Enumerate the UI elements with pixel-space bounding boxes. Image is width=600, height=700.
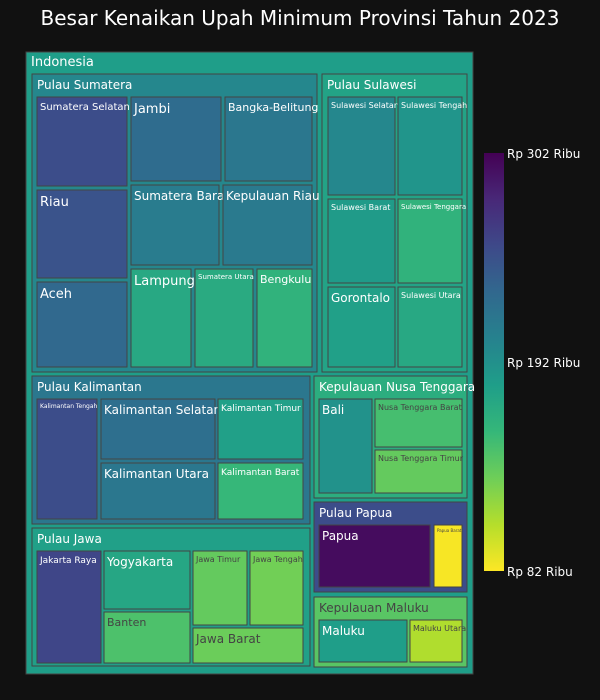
colorbar-tick-label: Rp 82 Ribu [507, 565, 573, 579]
treemap-tile-banten[interactable] [103, 611, 191, 664]
treemap-tile-sulawesi-barat[interactable] [327, 198, 396, 284]
treemap-tile-riau[interactable] [36, 189, 128, 279]
treemap-tile-label-jawa-tengah: Jawa Tengah [252, 555, 303, 564]
treemap-tile-label-jawa-barat: Jawa Barat [195, 632, 261, 646]
treemap-tile-jawa-tengah[interactable] [249, 550, 304, 626]
treemap-tile-label-gorontalo: Gorontalo [331, 291, 390, 305]
colorbar-tick-label: Rp 302 Ribu [507, 147, 580, 161]
treemap-tile-label-kepulauan-riau: Kepulauan Riau [226, 189, 320, 203]
treemap-tile-papua[interactable] [318, 524, 431, 588]
treemap-tile-jawa-timur[interactable] [192, 550, 248, 626]
treemap-tile-kalimantan-utara[interactable] [100, 462, 216, 520]
treemap-tile-label-sumatera-barat: Sumatera Barat [134, 189, 229, 203]
treemap-tile-bangka-belitung[interactable] [224, 96, 313, 182]
treemap-tile-sulawesi-tenggara[interactable] [397, 198, 463, 284]
treemap-tile-label-aceh: Aceh [40, 287, 72, 302]
treemap-tile-gorontalo[interactable] [327, 286, 396, 368]
treemap-tile-label-sumatera-utara: Sumatera Utara [198, 273, 254, 281]
treemap-group-label-kepulauan-maluku: Kepulauan Maluku [319, 601, 429, 615]
treemap-tile-maluku[interactable] [318, 619, 408, 663]
treemap-tile-bali[interactable] [318, 398, 373, 494]
treemap-group-label-kepulauan-nusa-tenggara: Kepulauan Nusa Tenggara [319, 380, 475, 394]
treemap-tile-aceh[interactable] [36, 281, 128, 368]
treemap-tile-sulawesi-tengah[interactable] [397, 96, 463, 196]
treemap-tile-label-nusa-tenggara-barat: Nusa Tenggara Barat [378, 403, 462, 412]
treemap-tile-sumatera-utara[interactable] [194, 268, 254, 368]
treemap-tile-jakarta-raya[interactable] [36, 550, 102, 664]
treemap-tile-kalimantan-timur[interactable] [217, 398, 304, 460]
treemap-group-label-pulau-papua: Pulau Papua [319, 506, 392, 520]
treemap-tile-sulawesi-utara[interactable] [397, 286, 463, 368]
colorbar-tick-label: Rp 192 Ribu [507, 356, 580, 370]
treemap-tile-label-papua-barat: Papua Barat [437, 528, 462, 533]
treemap-tile-kalimantan-tengah[interactable] [36, 398, 98, 520]
treemap-tile-jawa-barat[interactable] [192, 627, 304, 664]
treemap-tile-bengkulu[interactable] [256, 268, 313, 368]
treemap-tile-label-sulawesi-utara: Sulawesi Utara [401, 291, 461, 300]
treemap-tile-sumatera-barat[interactable] [130, 184, 220, 266]
treemap-tile-jambi[interactable] [130, 96, 222, 182]
treemap-group-label-pulau-sumatera: Pulau Sumatera [37, 78, 132, 92]
treemap-tile-sumatera-selatan[interactable] [36, 96, 128, 187]
treemap-group-label-pulau-sulawesi: Pulau Sulawesi [327, 78, 416, 92]
treemap-tile-label-lampung: Lampung [134, 274, 195, 289]
treemap-tile-label-kalimantan-selatan: Kalimantan Selatan [104, 403, 221, 417]
treemap-tile-label-sumatera-selatan: Sumatera Selatan [40, 102, 130, 113]
treemap-tile-label-banten: Banten [107, 616, 146, 629]
treemap-tile-label-nusa-tenggara-timur: Nusa Tenggara Timur [378, 454, 464, 463]
treemap-tile-nusa-tenggara-timur[interactable] [374, 449, 463, 494]
treemap-tile-kalimantan-selatan[interactable] [100, 398, 216, 460]
treemap-tile-sulawesi-selatan[interactable] [327, 96, 396, 196]
treemap-tile-nusa-tenggara-barat[interactable] [374, 398, 463, 448]
colorbar [484, 153, 504, 571]
treemap-tile-label-jakarta-raya: Jakarta Raya [39, 556, 97, 566]
treemap-tile-kalimantan-barat[interactable] [217, 462, 304, 520]
treemap-tile-label-sulawesi-tengah: Sulawesi Tengah [401, 101, 467, 110]
treemap-tile-label-bengkulu: Bengkulu [260, 273, 311, 286]
treemap-tile-label-bangka-belitung: Bangka-Belitung [228, 101, 318, 114]
treemap-tile-label-papua: Papua [322, 529, 359, 543]
treemap-tile-label-kalimantan-barat: Kalimantan Barat [221, 468, 300, 478]
treemap-tile-label-kalimantan-tengah: Kalimantan Tengah [40, 403, 98, 410]
treemap-tile-label-kalimantan-timur: Kalimantan Timur [221, 404, 301, 414]
chart-title: Besar Kenaikan Upah Minimum Provinsi Tah… [40, 6, 560, 30]
treemap-tile-label-maluku-utara: Maluku Utara [413, 624, 466, 633]
treemap-tile-lampung[interactable] [130, 268, 192, 368]
treemap-tile-label-sulawesi-selatan: Sulawesi Selatan [331, 101, 399, 110]
treemap-tile-label-jawa-timur: Jawa Timur [195, 555, 241, 564]
treemap-tile-label-maluku: Maluku [322, 624, 365, 638]
treemap-tile-label-sulawesi-barat: Sulawesi Barat [331, 203, 390, 212]
treemap-tile-label-sulawesi-tenggara: Sulawesi Tenggara [401, 203, 466, 211]
treemap-tile-yogyakarta[interactable] [103, 550, 191, 610]
treemap-group-label-pulau-jawa: Pulau Jawa [37, 532, 102, 546]
treemap-tile-papua-barat[interactable] [433, 524, 463, 588]
treemap-tile-maluku-utara[interactable] [409, 619, 463, 663]
treemap-group-label-pulau-kalimantan: Pulau Kalimantan [37, 380, 142, 394]
treemap-tile-label-kalimantan-utara: Kalimantan Utara [104, 467, 209, 481]
treemap-tile-label-yogyakarta: Yogyakarta [106, 555, 173, 569]
treemap-tile-kepulauan-riau[interactable] [222, 184, 313, 266]
treemap-tile-label-riau: Riau [40, 195, 69, 210]
treemap-tile-label-jambi: Jambi [133, 102, 170, 117]
treemap-root-label: Indonesia [31, 55, 94, 70]
treemap-tile-label-bali: Bali [322, 403, 344, 417]
